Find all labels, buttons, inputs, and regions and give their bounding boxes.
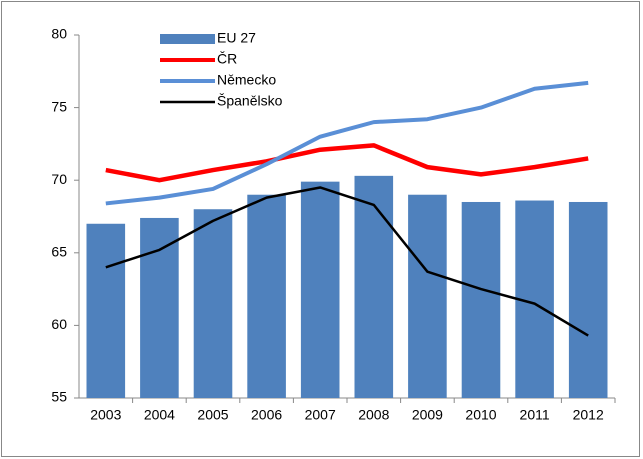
y-tick-label: 60 (51, 316, 67, 332)
x-tick-label: 2009 (412, 407, 443, 423)
x-tick-label: 2003 (90, 407, 121, 423)
x-tick-label: 2005 (197, 407, 228, 423)
legend-label: ČR (217, 51, 237, 67)
y-tick-label: 65 (51, 244, 67, 260)
bar (300, 181, 340, 398)
bar (247, 194, 286, 398)
y-tick-label: 70 (51, 171, 67, 187)
y-tick-label: 80 (51, 26, 67, 42)
bar (461, 201, 501, 398)
x-tick-label: 2012 (573, 407, 604, 423)
x-tick-label: 2006 (251, 407, 282, 423)
bar (568, 201, 608, 398)
bar (193, 209, 233, 398)
x-tick-label: 2011 (520, 407, 550, 423)
legend-swatch (160, 34, 215, 44)
legend-label: EU 27 (217, 30, 256, 46)
legend-label: Španělsko (217, 93, 283, 109)
line-series (105, 143, 589, 183)
legend-label: Německo (217, 72, 276, 88)
y-tick-label: 75 (51, 98, 67, 114)
x-tick-label: 2008 (358, 407, 389, 423)
line-series (105, 186, 589, 337)
bar (408, 194, 447, 398)
bar (140, 217, 179, 398)
x-tick-label: 2007 (305, 407, 336, 423)
x-tick-label: 2004 (144, 407, 175, 423)
y-tick-label: 55 (51, 389, 67, 405)
line-series (105, 80, 589, 206)
bar (354, 175, 394, 398)
x-tick-label: 2010 (465, 407, 496, 423)
bar (86, 223, 126, 398)
